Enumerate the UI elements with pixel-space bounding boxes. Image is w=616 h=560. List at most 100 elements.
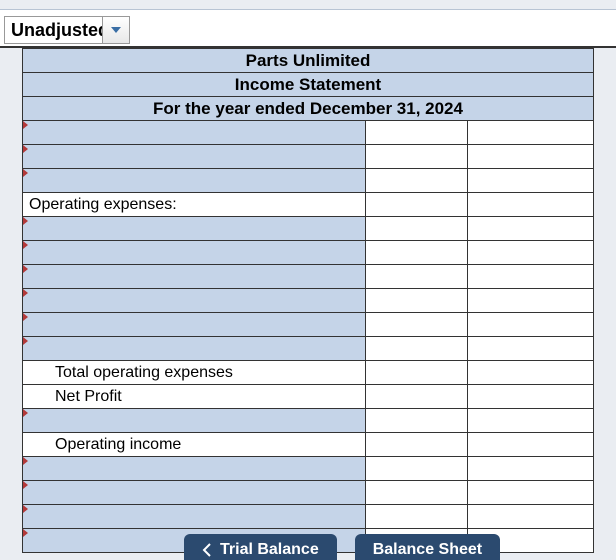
amount-cell-1[interactable]	[365, 265, 468, 289]
prev-tab-label: Trial Balance	[220, 541, 319, 559]
amount-cell-2[interactable]	[468, 385, 594, 409]
bottom-nav: Trial Balance Balance Sheet	[0, 534, 616, 560]
dropdown-marker-icon	[23, 457, 28, 465]
table-row	[23, 121, 594, 145]
header-statement-row: Income Statement	[23, 73, 594, 97]
table-row	[23, 217, 594, 241]
amount-cell-2[interactable]	[468, 337, 594, 361]
table-row: Operating income	[23, 433, 594, 457]
dropdown-marker-icon	[23, 409, 28, 417]
table-row: Total operating expenses	[23, 361, 594, 385]
dropdown-marker-icon	[23, 145, 28, 153]
amount-cell-2[interactable]	[468, 505, 594, 529]
dropdown-button[interactable]	[102, 16, 130, 44]
description-input-cell[interactable]	[23, 313, 366, 337]
dropdown-label: Unadjusted	[4, 16, 103, 44]
header-period-row: For the year ended December 31, 2024	[23, 97, 594, 121]
amount-cell-2[interactable]	[468, 121, 594, 145]
table-row	[23, 241, 594, 265]
dropdown-marker-icon	[23, 265, 28, 273]
amount-cell-1[interactable]	[365, 337, 468, 361]
table-row: Operating expenses:	[23, 193, 594, 217]
section-label: Operating expenses:	[23, 193, 366, 217]
amount-cell-2[interactable]	[468, 409, 594, 433]
description-input-cell[interactable]	[23, 337, 366, 361]
company-name: Parts Unlimited	[23, 49, 594, 73]
amount-cell-1[interactable]	[365, 241, 468, 265]
amount-cell-1[interactable]	[365, 121, 468, 145]
amount-cell-1[interactable]	[365, 361, 468, 385]
description-input-cell[interactable]	[23, 145, 366, 169]
dropdown-marker-icon	[23, 337, 28, 345]
description-input-cell[interactable]	[23, 409, 366, 433]
period-label: For the year ended December 31, 2024	[23, 97, 594, 121]
dropdown-marker-icon	[23, 481, 28, 489]
amount-cell-1[interactable]	[365, 289, 468, 313]
description-input-cell[interactable]	[23, 505, 366, 529]
amount-cell-1[interactable]	[365, 217, 468, 241]
amount-cell-2[interactable]	[468, 313, 594, 337]
description-input-cell[interactable]	[23, 481, 366, 505]
amount-cell-1[interactable]	[365, 409, 468, 433]
chevron-down-icon	[110, 26, 122, 34]
amount-cell-2[interactable]	[468, 457, 594, 481]
income-statement-table: Parts Unlimited Income Statement For the…	[22, 48, 594, 553]
subtotal-label: Operating income	[23, 433, 366, 457]
dropdown-marker-icon	[23, 217, 28, 225]
dropdown-container: Unadjusted	[0, 10, 616, 48]
prev-tab-button[interactable]: Trial Balance	[184, 534, 337, 560]
table-row	[23, 409, 594, 433]
amount-cell-2[interactable]	[468, 241, 594, 265]
table-row	[23, 145, 594, 169]
amount-cell-1[interactable]	[365, 169, 468, 193]
table-row	[23, 505, 594, 529]
amount-cell-2[interactable]	[468, 265, 594, 289]
header-company-row: Parts Unlimited	[23, 49, 594, 73]
amount-cell-1[interactable]	[365, 193, 468, 217]
table-row	[23, 265, 594, 289]
table-row	[23, 289, 594, 313]
description-input-cell[interactable]	[23, 241, 366, 265]
amount-cell-2[interactable]	[468, 169, 594, 193]
amount-cell-2[interactable]	[468, 145, 594, 169]
description-input-cell[interactable]	[23, 265, 366, 289]
amount-cell-2[interactable]	[468, 433, 594, 457]
table-row	[23, 457, 594, 481]
subtotal-label: Total operating expenses	[23, 361, 366, 385]
dropdown-marker-icon	[23, 289, 28, 297]
table-row: Net Profit	[23, 385, 594, 409]
next-tab-label: Balance Sheet	[373, 541, 482, 559]
dropdown-marker-icon	[23, 121, 28, 129]
amount-cell-1[interactable]	[365, 505, 468, 529]
dropdown-marker-icon	[23, 505, 28, 513]
table-row	[23, 313, 594, 337]
chevron-left-icon	[202, 543, 212, 557]
statement-title: Income Statement	[23, 73, 594, 97]
table-row	[23, 169, 594, 193]
amount-cell-2[interactable]	[468, 289, 594, 313]
dropdown-marker-icon	[23, 241, 28, 249]
dropdown-marker-icon	[23, 169, 28, 177]
amount-cell-1[interactable]	[365, 481, 468, 505]
description-input-cell[interactable]	[23, 289, 366, 313]
description-input-cell[interactable]	[23, 217, 366, 241]
description-input-cell[interactable]	[23, 121, 366, 145]
next-tab-button[interactable]: Balance Sheet	[355, 534, 500, 560]
amount-cell-1[interactable]	[365, 433, 468, 457]
subtotal-label: Net Profit	[23, 385, 366, 409]
amount-cell-2[interactable]	[468, 193, 594, 217]
amount-cell-1[interactable]	[365, 313, 468, 337]
income-statement-table-container: Parts Unlimited Income Statement For the…	[22, 48, 594, 553]
amount-cell-1[interactable]	[365, 145, 468, 169]
amount-cell-2[interactable]	[468, 481, 594, 505]
dropdown-marker-icon	[23, 313, 28, 321]
description-input-cell[interactable]	[23, 169, 366, 193]
amount-cell-2[interactable]	[468, 361, 594, 385]
table-row	[23, 481, 594, 505]
amount-cell-2[interactable]	[468, 217, 594, 241]
description-input-cell[interactable]	[23, 457, 366, 481]
amount-cell-1[interactable]	[365, 385, 468, 409]
table-row	[23, 337, 594, 361]
top-bar	[0, 0, 616, 10]
amount-cell-1[interactable]	[365, 457, 468, 481]
